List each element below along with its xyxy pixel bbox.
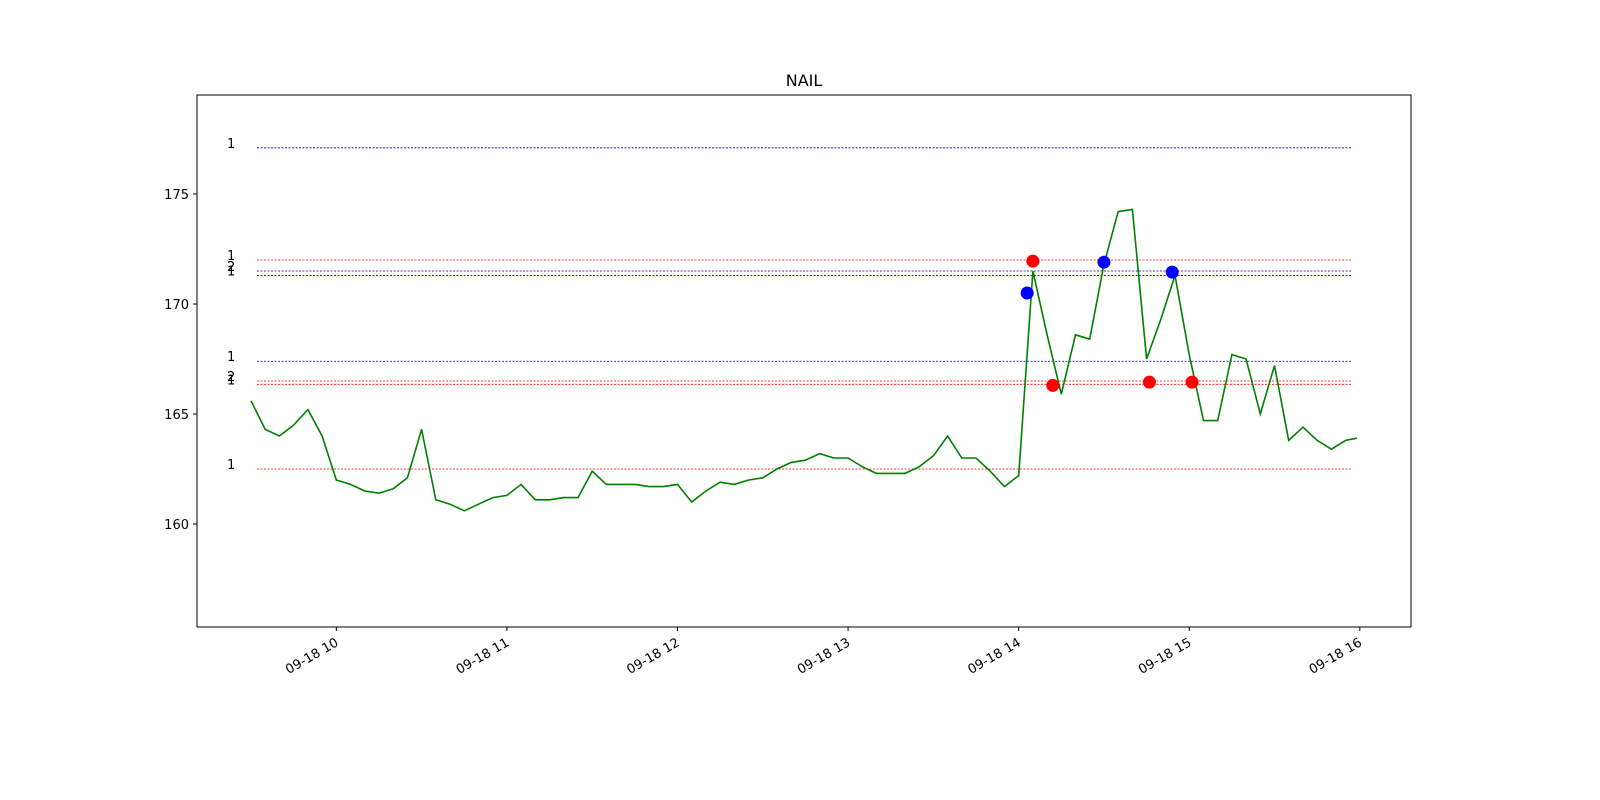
x-tick-label: 09-18 14: [966, 635, 1024, 677]
level-label: 1: [227, 264, 235, 279]
level-label: 1: [227, 458, 235, 473]
price-line: [250, 208, 1358, 512]
level-label: 1: [227, 373, 235, 388]
signal-marker: [1142, 375, 1156, 389]
y-tick-label: 170: [164, 298, 189, 313]
level-label: 1: [227, 249, 235, 264]
y-tick-label: 160: [164, 518, 189, 533]
level-label: 1: [227, 350, 235, 365]
x-tick-label: 09-18 16: [1307, 635, 1365, 677]
x-tick-label: 09-18 12: [624, 635, 682, 677]
level-label: 2: [227, 260, 235, 275]
axes-frame: [196, 94, 1412, 628]
signal-marker: [1020, 286, 1034, 300]
signal-marker: [1165, 265, 1179, 279]
x-tick-label: 09-18 11: [454, 635, 512, 677]
signal-marker: [1185, 375, 1199, 389]
x-tick-label: 09-18 13: [795, 635, 853, 677]
signal-marker: [1026, 254, 1040, 268]
level-label: 1: [227, 137, 235, 152]
chart-title: NAIL: [786, 71, 823, 90]
level-label: 2: [227, 370, 235, 385]
signal-marker: [1097, 255, 1111, 269]
x-tick-label: 09-18 15: [1136, 635, 1194, 677]
y-tick-label: 175: [164, 188, 189, 203]
x-tick-label: 09-18 10: [283, 635, 341, 677]
y-tick-label: 165: [164, 408, 189, 423]
signal-marker: [1046, 378, 1060, 392]
